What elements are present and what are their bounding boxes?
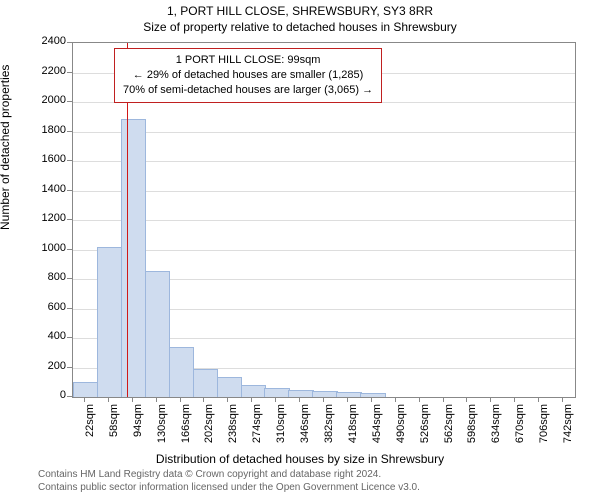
x-tick — [419, 397, 420, 402]
x-tick — [538, 397, 539, 402]
x-tick — [84, 397, 85, 402]
y-tick — [67, 396, 72, 397]
histogram-bar — [360, 393, 385, 397]
x-tick-label: 202sqm — [203, 404, 215, 454]
histogram-bar — [312, 391, 337, 397]
x-tick — [466, 397, 467, 402]
gridline — [73, 250, 575, 251]
y-tick-label: 400 — [32, 330, 66, 342]
histogram-bar — [264, 388, 289, 397]
x-tick-label: 238sqm — [227, 404, 239, 454]
y-axis-label: Number of detached properties — [0, 65, 12, 230]
x-tick-label: 166sqm — [180, 404, 192, 454]
y-tick-label: 1200 — [32, 212, 66, 224]
x-tick-label: 346sqm — [299, 404, 311, 454]
histogram-bar — [145, 271, 170, 397]
y-tick-label: 2400 — [32, 35, 66, 47]
x-tick-label: 58sqm — [108, 404, 120, 454]
y-tick — [67, 337, 72, 338]
x-tick — [108, 397, 109, 402]
histogram-bar — [169, 347, 194, 397]
annot-line-2: ← 29% of detached houses are smaller (1,… — [123, 68, 373, 83]
y-tick-label: 800 — [32, 271, 66, 283]
x-tick — [347, 397, 348, 402]
y-tick — [67, 72, 72, 73]
x-axis-label: Distribution of detached houses by size … — [0, 452, 600, 466]
y-tick-label: 1400 — [32, 183, 66, 195]
credits: Contains HM Land Registry data © Crown c… — [38, 469, 420, 494]
histogram-bar — [97, 247, 122, 397]
x-tick-label: 418sqm — [347, 404, 359, 454]
histogram-bar — [73, 382, 98, 397]
x-tick-label: 742sqm — [562, 404, 574, 454]
histogram-bar — [121, 119, 146, 397]
annotation-box: 1 PORT HILL CLOSE: 99sqm ← 29% of detach… — [114, 48, 382, 103]
y-tick-label: 1800 — [32, 124, 66, 136]
x-tick-label: 130sqm — [156, 404, 168, 454]
x-tick-label: 706sqm — [538, 404, 550, 454]
x-tick — [371, 397, 372, 402]
y-tick — [67, 160, 72, 161]
x-tick — [180, 397, 181, 402]
y-tick-label: 2200 — [32, 65, 66, 77]
x-tick-label: 94sqm — [132, 404, 144, 454]
credit-line-1: Contains HM Land Registry data © Crown c… — [38, 469, 420, 482]
x-tick-label: 490sqm — [395, 404, 407, 454]
gridline — [73, 220, 575, 221]
x-tick-label: 310sqm — [275, 404, 287, 454]
x-tick — [562, 397, 563, 402]
x-tick — [203, 397, 204, 402]
x-tick — [395, 397, 396, 402]
annot-line-1: 1 PORT HILL CLOSE: 99sqm — [123, 53, 373, 68]
x-tick — [443, 397, 444, 402]
x-tick-label: 634sqm — [490, 404, 502, 454]
x-tick — [490, 397, 491, 402]
y-tick — [67, 278, 72, 279]
x-tick-label: 382sqm — [323, 404, 335, 454]
x-tick — [514, 397, 515, 402]
x-tick — [323, 397, 324, 402]
y-tick-label: 1600 — [32, 153, 66, 165]
x-tick — [132, 397, 133, 402]
chart-stage: 1, PORT HILL CLOSE, SHREWSBURY, SY3 8RR … — [0, 0, 600, 500]
histogram-bar — [336, 392, 361, 397]
y-tick-label: 2000 — [32, 94, 66, 106]
x-tick — [227, 397, 228, 402]
y-tick — [67, 131, 72, 132]
y-tick-label: 600 — [32, 301, 66, 313]
x-tick — [275, 397, 276, 402]
x-tick — [299, 397, 300, 402]
x-tick — [251, 397, 252, 402]
title-line-1: 1, PORT HILL CLOSE, SHREWSBURY, SY3 8RR — [0, 4, 600, 18]
x-tick-label: 22sqm — [84, 404, 96, 454]
histogram-bar — [288, 390, 313, 397]
y-tick-label: 1000 — [32, 242, 66, 254]
y-tick — [67, 42, 72, 43]
y-tick — [67, 367, 72, 368]
x-tick-label: 274sqm — [251, 404, 263, 454]
x-tick-label: 670sqm — [514, 404, 526, 454]
credit-line-2: Contains public sector information licen… — [38, 482, 420, 495]
histogram-bar — [193, 369, 218, 397]
y-tick — [67, 249, 72, 250]
x-tick-label: 454sqm — [371, 404, 383, 454]
x-tick-label: 526sqm — [419, 404, 431, 454]
x-tick-label: 562sqm — [443, 404, 455, 454]
histogram-bar — [217, 377, 242, 397]
y-tick — [67, 190, 72, 191]
gridline — [73, 161, 575, 162]
x-tick — [156, 397, 157, 402]
x-tick-label: 598sqm — [466, 404, 478, 454]
gridline — [73, 132, 575, 133]
histogram-bar — [241, 385, 266, 397]
gridline — [73, 191, 575, 192]
y-tick-label: 0 — [32, 389, 66, 401]
y-tick — [67, 308, 72, 309]
y-tick — [67, 101, 72, 102]
y-tick — [67, 219, 72, 220]
annot-line-3: 70% of semi-detached houses are larger (… — [123, 83, 373, 98]
title-line-2: Size of property relative to detached ho… — [0, 20, 600, 34]
y-tick-label: 200 — [32, 360, 66, 372]
